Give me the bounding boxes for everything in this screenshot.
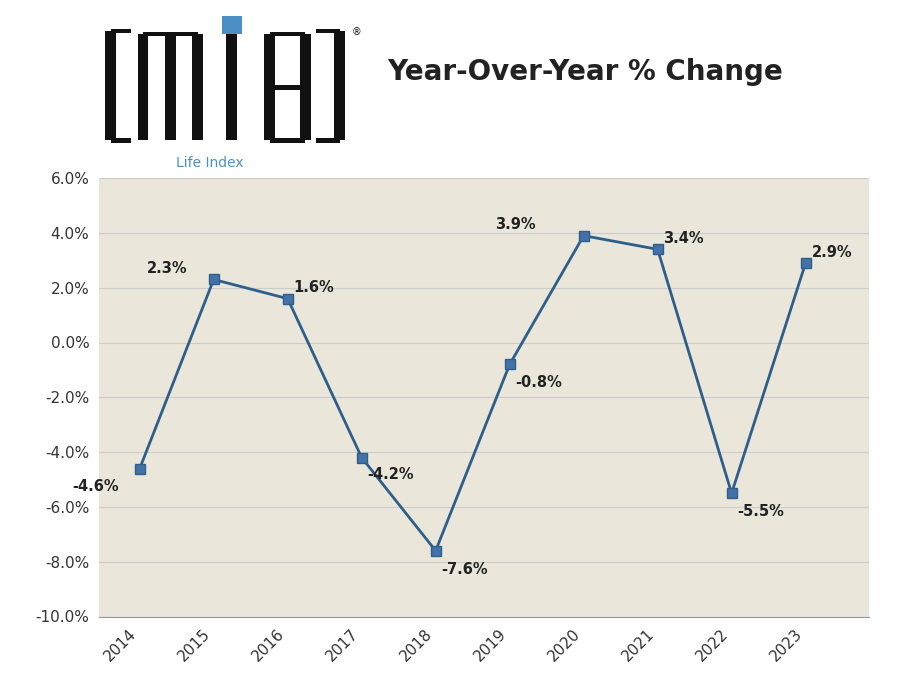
Text: Life Index: Life Index — [176, 156, 244, 170]
Bar — [300, 88, 310, 140]
Text: Year-Over-Year % Change: Year-Over-Year % Change — [387, 58, 783, 86]
Bar — [227, 34, 238, 140]
Text: ®: ® — [352, 27, 362, 38]
Bar — [138, 34, 148, 140]
Bar — [334, 31, 345, 140]
Text: -4.2%: -4.2% — [367, 466, 414, 482]
Text: -7.6%: -7.6% — [442, 562, 488, 577]
Bar — [270, 32, 305, 36]
Text: 3.9%: 3.9% — [495, 217, 536, 232]
Bar — [193, 34, 203, 140]
Bar — [300, 34, 310, 88]
Bar — [264, 34, 275, 140]
Bar — [222, 16, 241, 34]
Bar — [270, 85, 305, 90]
Bar — [111, 138, 131, 142]
Text: -4.6%: -4.6% — [72, 479, 119, 494]
Text: 2.3%: 2.3% — [148, 261, 188, 276]
Bar — [111, 29, 131, 33]
Bar — [170, 32, 198, 36]
Bar — [165, 34, 176, 140]
Bar — [316, 138, 339, 142]
Text: 2.9%: 2.9% — [812, 245, 852, 260]
Text: 3.4%: 3.4% — [663, 231, 704, 246]
Text: 1.6%: 1.6% — [293, 280, 334, 295]
Bar — [143, 32, 170, 36]
Bar — [105, 31, 116, 140]
Bar — [316, 29, 339, 33]
Text: -5.5%: -5.5% — [737, 503, 785, 519]
Text: -0.8%: -0.8% — [516, 375, 562, 390]
Bar — [270, 138, 305, 142]
